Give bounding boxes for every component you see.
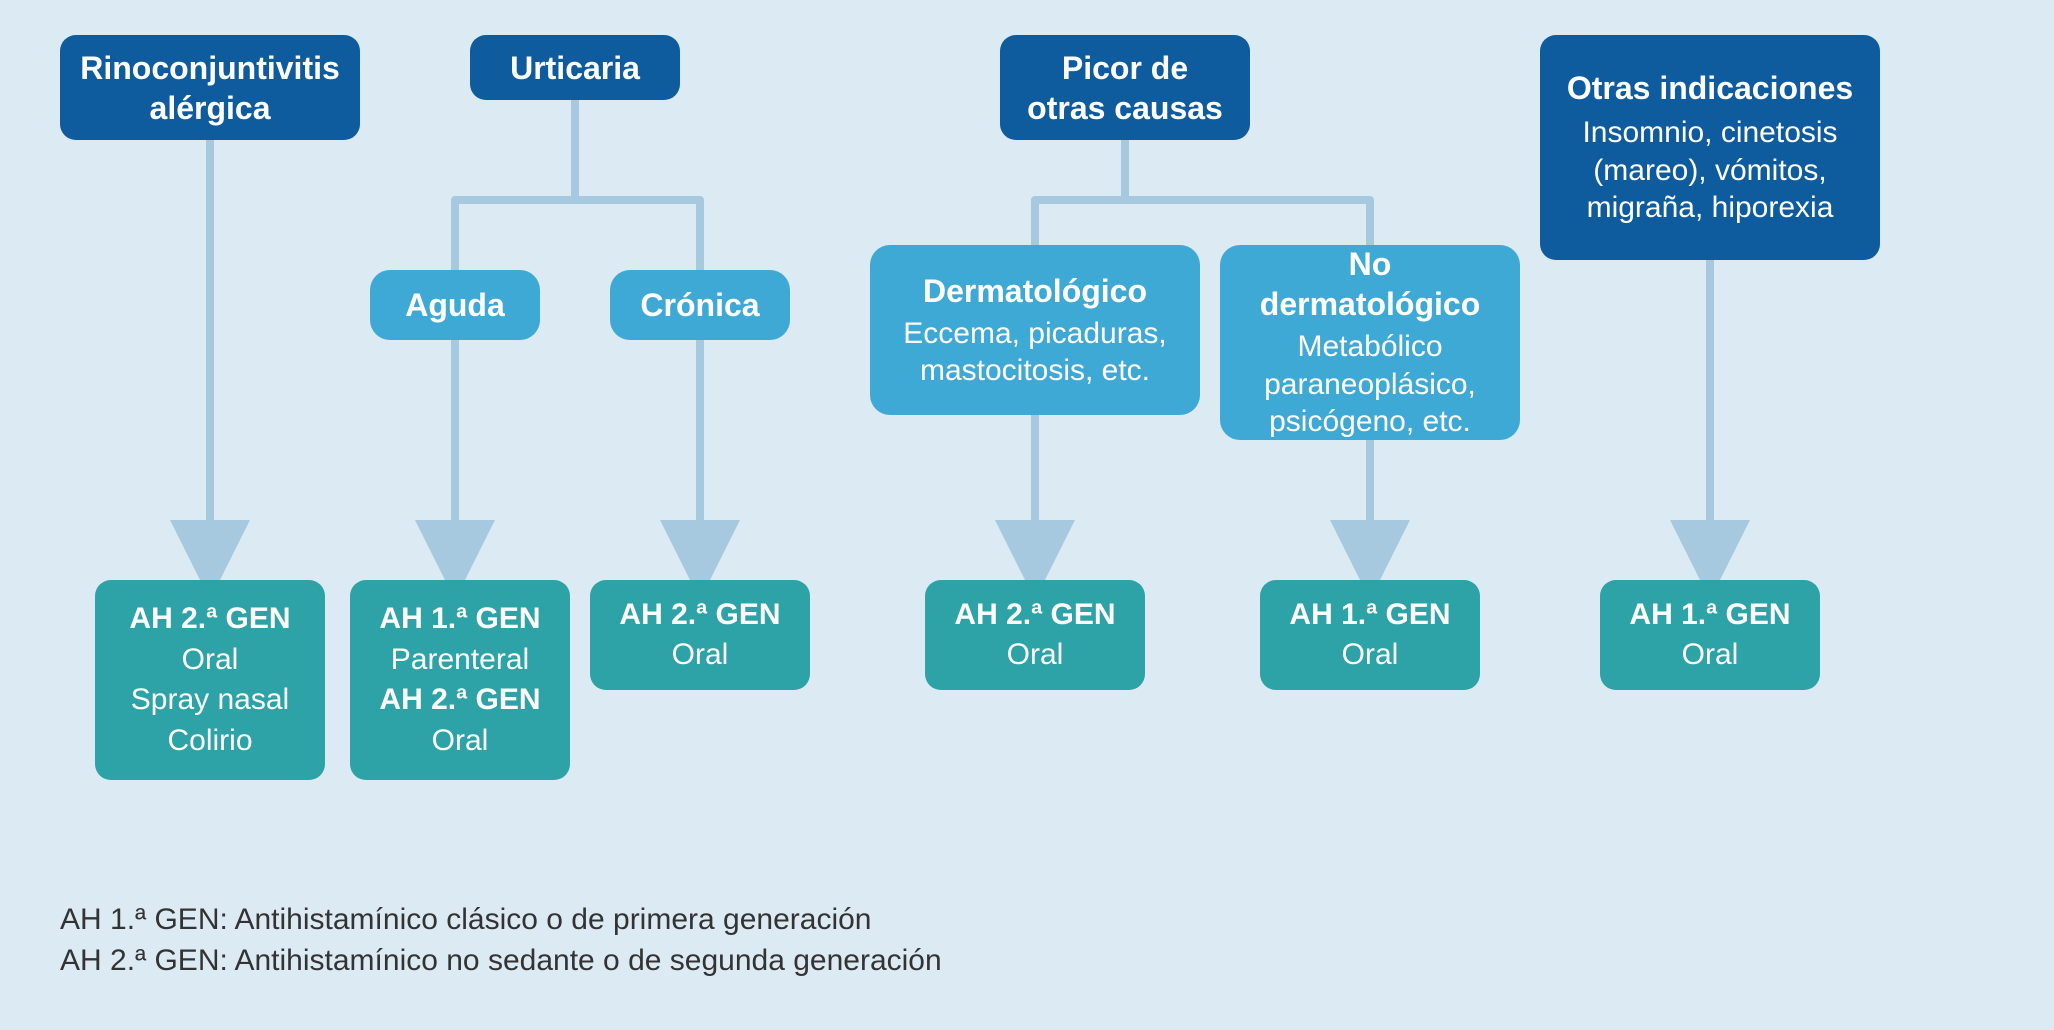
node-title: Picor de otras causas — [1022, 48, 1228, 128]
footnote-line2: AH 2.ª GEN: Antihistamínico no sedante o… — [60, 941, 942, 982]
node-title: Otras indicaciones — [1567, 68, 1853, 108]
leaf-line: AH 2.ª GEN — [379, 680, 540, 721]
node-aguda: Aguda — [370, 270, 540, 340]
node-picor: Picor de otras causas — [1000, 35, 1250, 140]
leaf-line: Oral — [182, 640, 239, 681]
node-title: Aguda — [405, 285, 505, 325]
leaf-line: AH 1.ª GEN — [1289, 595, 1450, 636]
node-subtitle: Insomnio, cinetosis (mareo), vómitos, mi… — [1562, 114, 1858, 227]
leaf-dermatologico: AH 2.ª GENOral — [925, 580, 1145, 690]
leaf-line: Oral — [672, 635, 729, 676]
node-subtitle: Metabólico paraneoplásico, psicógeno, et… — [1242, 328, 1498, 441]
leaf-line: Spray nasal — [131, 680, 289, 721]
leaf-line: AH 2.ª GEN — [954, 595, 1115, 636]
leaf-line: AH 2.ª GEN — [619, 595, 780, 636]
footnote: AH 1.ª GEN: Antihistamínico clásico o de… — [60, 900, 942, 981]
node-title: Dermatológico — [923, 271, 1147, 311]
node-cronica: Crónica — [610, 270, 790, 340]
leaf-line: Oral — [1342, 635, 1399, 676]
leaf-line: AH 1.ª GEN — [379, 599, 540, 640]
node-rinoconjuntivitis: Rinoconjuntivitis alérgica — [60, 35, 360, 140]
node-subtitle: Eccema, picaduras, mastocitosis, etc. — [892, 315, 1178, 390]
leaf-line: Oral — [432, 721, 489, 762]
node-title: No dermatológico — [1242, 244, 1498, 324]
footnote-line1: AH 1.ª GEN: Antihistamínico clásico o de… — [60, 900, 942, 941]
leaf-rinoconjuntivitis: AH 2.ª GENOralSpray nasalColirio — [95, 580, 325, 780]
leaf-line: Parenteral — [391, 640, 529, 681]
node-dermatologico: Dermatológico Eccema, picaduras, mastoci… — [870, 245, 1200, 415]
leaf-aguda: AH 1.ª GENParenteralAH 2.ª GENOral — [350, 580, 570, 780]
leaf-line: AH 1.ª GEN — [1629, 595, 1790, 636]
leaf-line: AH 2.ª GEN — [129, 599, 290, 640]
node-no-dermatologico: No dermatológico Metabólico paraneoplási… — [1220, 245, 1520, 440]
node-title: Crónica — [640, 285, 759, 325]
leaf-cronica: AH 2.ª GENOral — [590, 580, 810, 690]
node-urticaria: Urticaria — [470, 35, 680, 100]
leaf-line: Oral — [1682, 635, 1739, 676]
leaf-line: Oral — [1007, 635, 1064, 676]
node-title: Rinoconjuntivitis alérgica — [80, 48, 340, 128]
leaf-otras: AH 1.ª GENOral — [1600, 580, 1820, 690]
node-title: Urticaria — [510, 48, 640, 88]
leaf-no-dermatologico: AH 1.ª GENOral — [1260, 580, 1480, 690]
leaf-line: Colirio — [167, 721, 252, 762]
node-otras-indicaciones: Otras indicaciones Insomnio, cinetosis (… — [1540, 35, 1880, 260]
